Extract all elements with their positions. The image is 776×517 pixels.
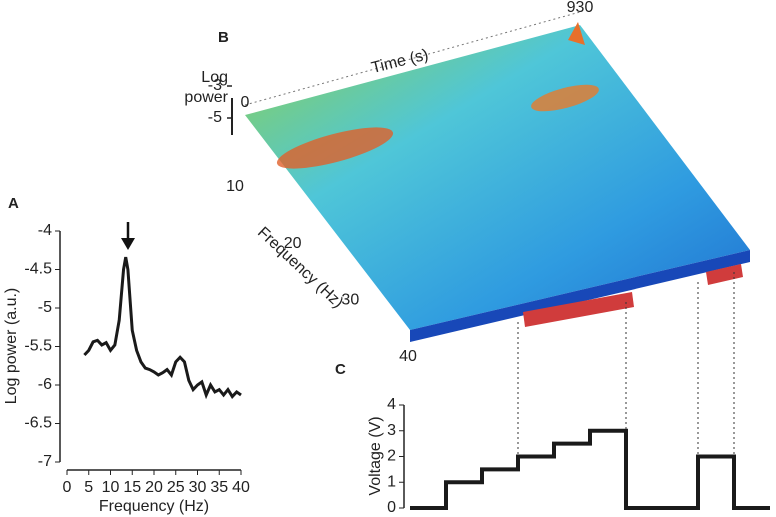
y-tick-label: 1	[387, 473, 396, 490]
y-tick-label: -7	[38, 453, 52, 470]
y-tick-label: 2	[387, 448, 396, 465]
x-tick-label: 10	[102, 479, 120, 496]
y-tick-label: -6	[38, 376, 52, 393]
y-tick-label: 10	[226, 178, 244, 195]
z-tick-label: -5	[208, 109, 222, 126]
surface	[245, 25, 750, 330]
y-tick-label: -5	[38, 299, 52, 316]
step-line	[410, 428, 770, 510]
y-tick-label: 40	[399, 348, 417, 365]
x-tick-label: 5	[84, 479, 93, 496]
peak-arrow	[121, 238, 135, 250]
z-axis-title: Log power	[184, 69, 228, 106]
x-tick-label: 930	[567, 0, 594, 16]
surface-peak	[568, 22, 585, 45]
y-tick-label: 3	[387, 422, 396, 439]
panel-label: B	[218, 29, 229, 46]
x-tick-label: 40	[232, 479, 250, 496]
x-tick-label: 30	[189, 479, 207, 496]
surface-peak	[531, 84, 599, 112]
y-axis-title: Log power (a.u.)	[3, 288, 20, 405]
y-tick-label: -4	[38, 222, 52, 239]
x-tick-label: 15	[123, 479, 141, 496]
x-tick-label: 25	[167, 479, 185, 496]
surface-peak	[276, 127, 394, 169]
y-tick-label: -6.5	[24, 415, 52, 432]
x-axis-title: Frequency (Hz)	[99, 498, 209, 515]
x-tick-label: 0	[241, 94, 250, 111]
y-axis-title: Voltage (V)	[367, 416, 384, 495]
x-tick-label: 20	[145, 479, 163, 496]
data-line	[83, 256, 242, 400]
y-tick-label: 30	[341, 292, 359, 309]
z-tick-label: -3	[208, 77, 222, 94]
y-tick-label: 20	[284, 235, 302, 252]
y-tick-label: 0	[387, 499, 396, 516]
y-tick-label: 4	[387, 396, 396, 413]
x-tick-label: 0	[63, 479, 72, 496]
y-tick-label: -4.5	[24, 261, 52, 278]
surface-edge	[410, 250, 750, 342]
panel-label: C	[335, 361, 346, 378]
stim-bar	[706, 264, 743, 285]
connectors	[517, 272, 735, 470]
y-tick-label: -5.5	[24, 338, 52, 355]
panel-label: A	[8, 195, 19, 212]
stim-bar	[523, 292, 634, 327]
x-tick-label: 35	[210, 479, 228, 496]
